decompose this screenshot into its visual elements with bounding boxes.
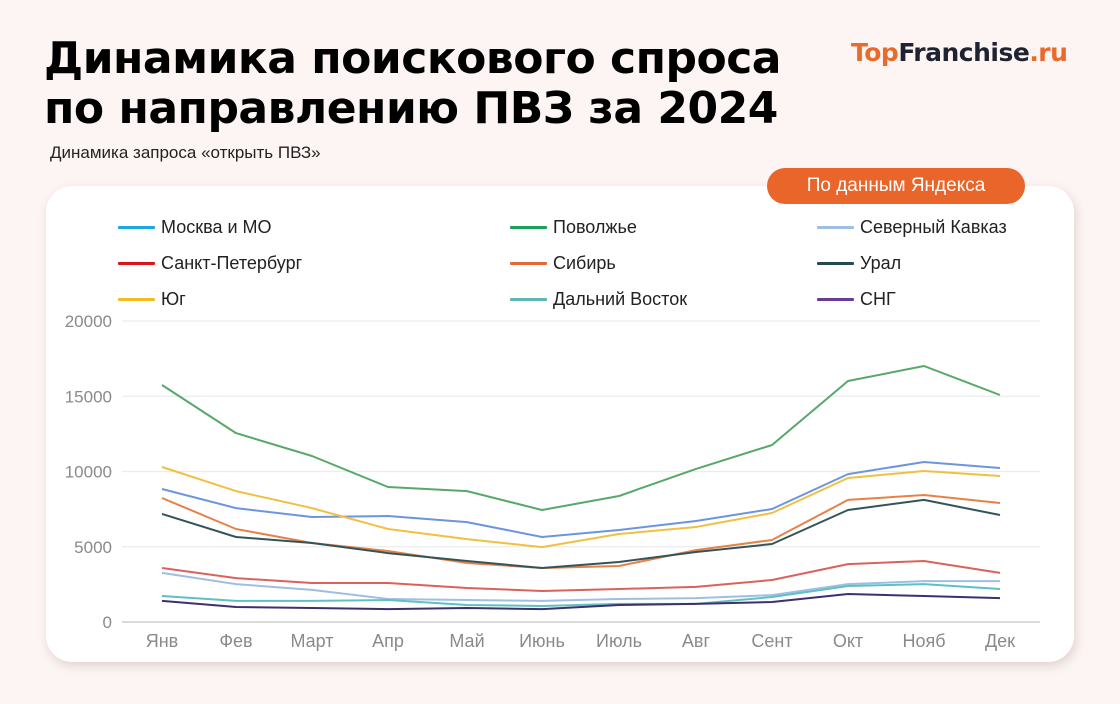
legend-label: Дальний Восток <box>553 289 688 309</box>
legend-swatch-icon <box>510 298 547 301</box>
x-tick-label: Нояб <box>902 631 945 651</box>
logo-part-domain: .ru <box>1029 38 1068 67</box>
topfranchise-logo: TopFranchise.ru <box>851 38 1068 67</box>
y-tick-label: 0 <box>103 613 112 632</box>
series-line[interactable] <box>161 560 1001 592</box>
legend-swatch-icon <box>817 226 854 229</box>
x-tick-label: Апр <box>372 631 404 651</box>
series-line[interactable] <box>161 494 1001 569</box>
legend-label: Москва и МО <box>161 217 272 237</box>
legend-swatch-icon <box>817 262 854 265</box>
legend-item[interactable]: СНГ <box>817 289 896 310</box>
legend-item[interactable]: Поволжье <box>510 217 637 238</box>
series-line[interactable] <box>161 365 1001 511</box>
legend-item[interactable]: Санкт-Петербург <box>118 253 302 274</box>
series-line[interactable] <box>161 461 1001 538</box>
title-line-2: по направлению ПВЗ за 2024 <box>44 83 778 134</box>
legend-item[interactable]: Москва и МО <box>118 217 272 238</box>
legend-swatch-icon <box>817 298 854 301</box>
legend-label: СНГ <box>860 289 896 309</box>
series-line[interactable] <box>161 466 1001 549</box>
legend-swatch-icon <box>118 298 155 301</box>
x-tick-label: Авг <box>682 631 711 651</box>
y-tick-label: 20000 <box>65 312 112 331</box>
title-line-1: Динамика поискового спроса <box>44 33 782 84</box>
x-tick-label: Июль <box>596 631 642 651</box>
x-tick-label: Сент <box>751 631 792 651</box>
legend-label: Северный Кавказ <box>860 217 1007 237</box>
legend-item[interactable]: Сибирь <box>510 253 616 274</box>
legend-item[interactable]: Юг <box>118 289 186 310</box>
legend-label: Урал <box>860 253 902 273</box>
y-tick-label: 15000 <box>65 387 112 406</box>
legend-label: Сибирь <box>553 253 616 273</box>
series-line[interactable] <box>161 593 1001 611</box>
series-line[interactable] <box>161 583 1001 607</box>
legend-item[interactable]: Дальний Восток <box>510 289 687 310</box>
x-tick-label: Фев <box>219 631 252 651</box>
legend-label: Юг <box>161 289 186 309</box>
logo-part-franchise: Franchise <box>898 38 1030 67</box>
x-tick-label: Май <box>449 631 484 651</box>
legend-swatch-icon <box>118 262 155 265</box>
legend-swatch-icon <box>118 226 155 229</box>
legend-item[interactable]: Северный Кавказ <box>817 217 1007 238</box>
y-tick-label: 5000 <box>74 538 112 557</box>
legend-item[interactable]: Урал <box>817 253 901 274</box>
series-line[interactable] <box>161 498 1001 569</box>
logo-part-top: Top <box>851 38 899 67</box>
legend-label: Поволжье <box>553 217 637 237</box>
legend-swatch-icon <box>510 262 547 265</box>
series-line[interactable] <box>161 571 1000 602</box>
page-title: Динамика поискового спроса по направлени… <box>44 33 782 134</box>
x-tick-label: Июнь <box>519 631 565 651</box>
x-tick-label: Дек <box>985 631 1015 651</box>
subtitle: Динамика запроса «открыть ПВЗ» <box>50 143 321 162</box>
legend-label: Санкт-Петербург <box>161 253 303 273</box>
x-tick-label: Янв <box>146 631 179 651</box>
legend-swatch-icon <box>510 226 547 229</box>
x-tick-label: Окт <box>833 631 863 651</box>
x-tick-label: Март <box>290 631 333 651</box>
source-badge: По данным Яндекса <box>767 168 1025 204</box>
y-tick-label: 10000 <box>65 463 112 482</box>
